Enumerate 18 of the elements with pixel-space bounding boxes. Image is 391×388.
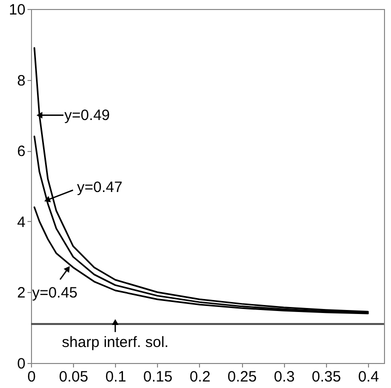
x-tick-label: 0.15 — [143, 368, 172, 386]
x-tick-label: 0.4 — [358, 368, 379, 386]
x-tick-label: 0.2 — [190, 368, 210, 386]
y-tick-label: 0 — [17, 356, 26, 372]
y-tick-label: 4 — [17, 214, 26, 231]
ref-line-label: sharp interf. sol. — [62, 334, 169, 352]
annotation: y=0.45 — [32, 284, 78, 302]
annotation: y=0.47 — [77, 179, 122, 196]
x-tick-label: 0.25 — [228, 368, 257, 386]
y-tick-label: 10 — [8, 2, 26, 18]
x-tick-label: 0.35 — [312, 368, 341, 386]
y-tick-label: 6 — [17, 143, 26, 160]
annotation: y=0.49 — [64, 107, 110, 124]
x-tick-label: 0.3 — [274, 368, 295, 386]
x-tick-label: 0.05 — [59, 368, 88, 386]
y-tick-label: 8 — [17, 72, 26, 90]
x-tick-label: 0.1 — [105, 368, 126, 386]
y-tick-label: 2 — [17, 284, 26, 302]
